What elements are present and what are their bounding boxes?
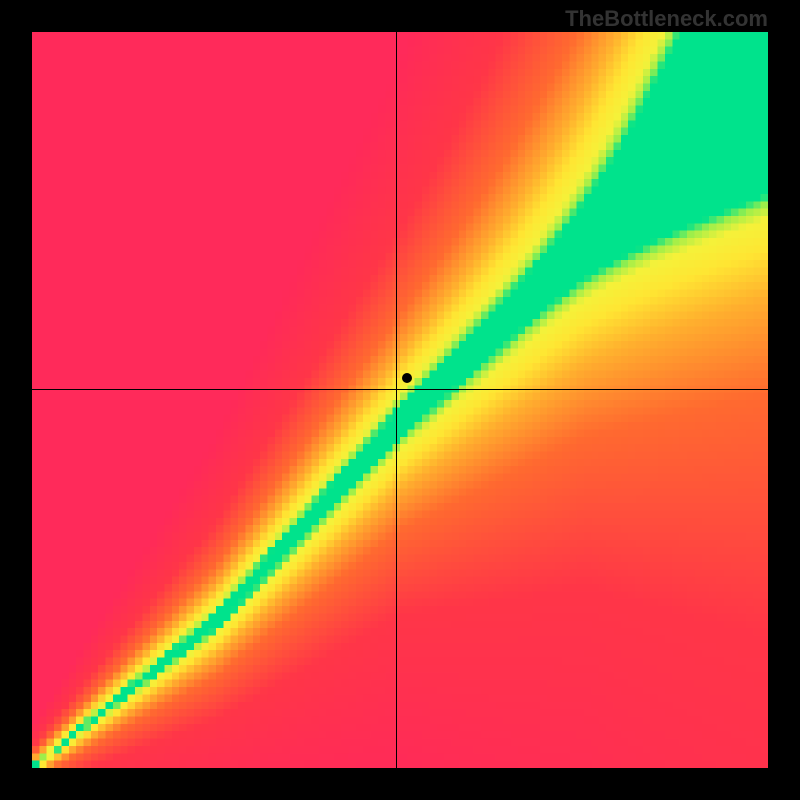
crosshair-horizontal: [32, 389, 768, 390]
plot-frame: [32, 32, 768, 768]
chart-container: TheBottleneck.com: [0, 0, 800, 800]
bottleneck-heatmap: [32, 32, 768, 768]
crosshair-vertical: [396, 32, 397, 768]
data-point-marker: [402, 373, 412, 383]
watermark-text: TheBottleneck.com: [565, 6, 768, 32]
